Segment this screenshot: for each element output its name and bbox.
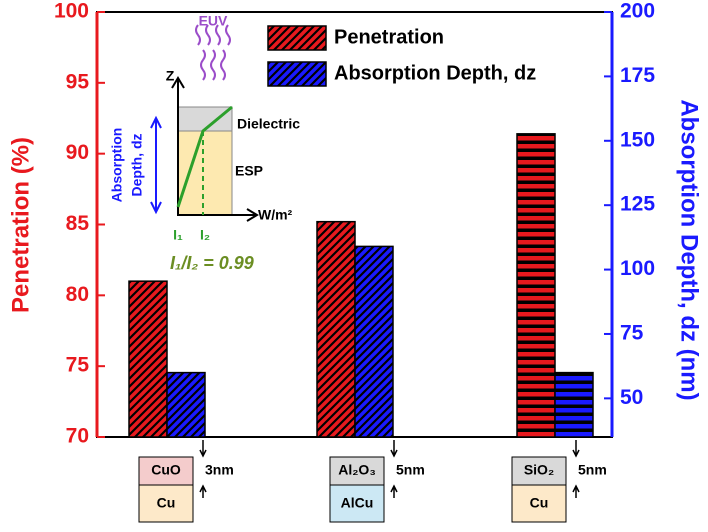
- y2-tick-label: 150: [620, 128, 655, 151]
- y2-tick-label: 200: [620, 0, 655, 23]
- y2-tick-label: 125: [620, 193, 655, 216]
- dielectric-label: Dielectric: [237, 116, 300, 132]
- depth-arrow: [150, 115, 162, 215]
- thickness-arrows: [199, 440, 207, 498]
- legend-swatch: [267, 61, 327, 87]
- inset-axes: [177, 80, 255, 216]
- y-tick-label: 90: [66, 141, 89, 164]
- inset: EUV Z Dielectric ESP W/m² Absorption Dep…: [109, 13, 301, 273]
- bar: [128, 280, 168, 438]
- thickness-arrows: [390, 440, 398, 498]
- y2-tick-label: 75: [620, 322, 644, 345]
- substrate: [511, 484, 567, 523]
- legend-label: Absorption Depth, dz: [334, 62, 536, 84]
- y-tick-label: 100: [54, 0, 89, 23]
- x-unit-label: W/m²: [258, 207, 293, 223]
- y-tick-label: 95: [66, 70, 90, 93]
- thickness-label: 5nm: [578, 462, 607, 478]
- substrate-label: Cu: [530, 495, 549, 511]
- y-tick-label: 85: [66, 212, 90, 235]
- thickness-label: 5nm: [396, 462, 425, 478]
- i1-label: I₁: [173, 227, 183, 243]
- y2-tick-label: 100: [620, 257, 655, 280]
- y-tick-label: 80: [66, 283, 89, 306]
- layer-label: SiO₂: [524, 462, 554, 478]
- euv-label: EUV: [199, 13, 228, 29]
- top-layer: [511, 456, 567, 486]
- bar: [166, 371, 206, 438]
- substrate-label: Cu: [157, 495, 176, 511]
- bar: [516, 133, 556, 438]
- z-label: Z: [166, 68, 175, 84]
- euv-waves: [195, 24, 231, 81]
- depth-label: Depth, dz: [129, 134, 145, 197]
- substrate-label: AlCu: [341, 495, 374, 511]
- top-layer: [329, 456, 385, 486]
- substrate: [138, 484, 194, 523]
- i2-label: I₂: [200, 227, 210, 243]
- thickness-arrows: [572, 440, 580, 498]
- esp-label: ESP: [235, 163, 263, 179]
- y-tick-label: 70: [66, 425, 89, 448]
- substrate: [329, 484, 385, 523]
- layer-label: Al₂O₃: [338, 462, 376, 478]
- bar: [354, 245, 394, 438]
- bar: [554, 371, 594, 438]
- y2-tick-label: 175: [620, 64, 655, 87]
- y-tick-label: 75: [66, 354, 90, 377]
- y2-axis-label: Absorption Depth, dz (nm): [676, 99, 703, 400]
- thickness-label: 3nm: [205, 462, 234, 478]
- depth-label: Absorption: [109, 128, 125, 203]
- dielectric-layer: [177, 106, 233, 132]
- legend-swatch: [267, 25, 327, 51]
- esp-layer: [177, 130, 233, 216]
- y2-tick-label: 50: [620, 386, 643, 409]
- y-axis-label: Penetration (%): [7, 137, 34, 313]
- ratio-label: I₁/I₂ = 0.99: [170, 253, 254, 273]
- layer-label: CuO: [151, 462, 181, 478]
- bar: [316, 220, 356, 438]
- legend-label: Penetration: [334, 26, 444, 48]
- inset-arrows: [171, 76, 259, 222]
